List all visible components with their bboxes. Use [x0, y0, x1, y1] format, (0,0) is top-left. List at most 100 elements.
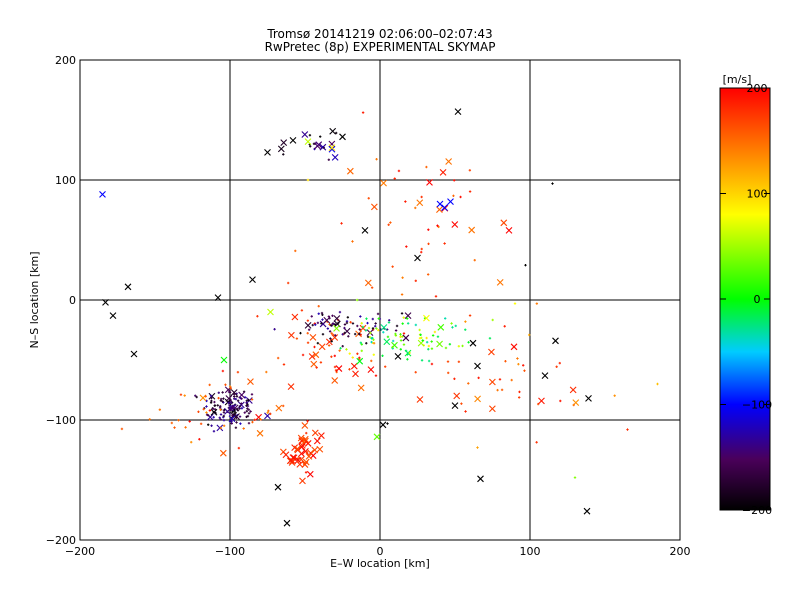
data-point: [230, 401, 233, 404]
x-tick-label: 100: [520, 545, 541, 558]
y-tick-label: 100: [55, 174, 76, 187]
data-point: [304, 321, 312, 329]
data-point: [256, 315, 259, 318]
data-point: [364, 329, 368, 332]
data-point: [389, 221, 392, 224]
data-point: [282, 451, 290, 459]
data-point: [205, 405, 208, 408]
data-point: [366, 321, 369, 325]
data-point: [231, 410, 234, 414]
data-point: [343, 326, 346, 330]
x-axis-label: E–W location [km]: [330, 557, 430, 570]
data-point: [436, 206, 443, 214]
data-point: [264, 149, 271, 156]
data-point: [541, 372, 549, 379]
colorbar-gradient: [719, 87, 771, 511]
data-point: [204, 395, 207, 398]
data-point: [387, 223, 390, 226]
data-point: [247, 398, 250, 402]
data-point: [236, 370, 240, 374]
data-point: [489, 378, 496, 386]
data-point: [332, 322, 335, 325]
data-point: [217, 391, 220, 394]
data-point: [500, 219, 508, 227]
data-point: [247, 378, 254, 386]
data-point: [235, 416, 238, 420]
data-point: [360, 349, 363, 353]
data-point: [247, 421, 251, 425]
data-point: [357, 384, 365, 392]
data-point: [399, 335, 402, 339]
x-axis-ticks: −200 −100 0 100 200: [65, 60, 691, 558]
data-point: [282, 404, 285, 408]
colorbar-tick-label: −100: [742, 399, 772, 412]
data-point: [383, 365, 387, 368]
data-point: [289, 137, 297, 144]
data-point: [310, 315, 313, 318]
data-point: [347, 335, 350, 338]
data-point: [211, 407, 215, 411]
data-point: [368, 335, 372, 339]
data-point: [235, 421, 238, 424]
data-point: [219, 397, 223, 401]
data-point: [229, 408, 233, 412]
data-point: [372, 338, 375, 341]
data-point: [535, 302, 539, 305]
data-point: [441, 204, 448, 211]
colorbar-tick-label: 200: [747, 82, 768, 95]
data-point: [208, 409, 212, 412]
data-point: [457, 360, 461, 363]
data-point: [352, 370, 359, 378]
grid-lines: [80, 60, 680, 540]
data-point: [231, 406, 234, 409]
data-point: [277, 145, 285, 153]
data-point: [328, 323, 331, 326]
data-point: [467, 341, 470, 344]
data-point: [315, 141, 323, 149]
data-point: [451, 326, 454, 329]
data-point: [219, 408, 222, 411]
data-point: [238, 407, 241, 410]
data-point: [308, 353, 316, 360]
data-point: [327, 158, 331, 161]
data-point: [239, 422, 242, 425]
data-points: [99, 108, 659, 527]
data-point: [236, 409, 240, 412]
chart-title: Tromsø 20141219 02:06:00–02:07:43: [266, 27, 492, 41]
data-point: [102, 299, 109, 306]
data-point: [371, 327, 375, 330]
data-point: [158, 408, 162, 411]
data-point: [467, 382, 470, 385]
data-point: [197, 410, 200, 413]
data-point: [356, 352, 359, 355]
data-point: [364, 279, 372, 287]
data-point: [333, 323, 337, 326]
data-point: [304, 471, 308, 474]
data-point: [585, 395, 592, 402]
data-point: [436, 224, 439, 227]
data-point: [426, 273, 430, 276]
data-point: [388, 319, 391, 322]
data-point: [331, 334, 339, 341]
data-point: [219, 418, 222, 421]
data-point: [247, 412, 251, 415]
data-point: [245, 397, 253, 404]
data-point: [259, 418, 262, 421]
data-point: [427, 344, 431, 348]
data-point: [414, 206, 417, 210]
data-point: [269, 412, 272, 416]
data-point: [294, 456, 302, 464]
data-point: [245, 399, 248, 402]
data-point: [437, 323, 445, 331]
data-point: [394, 329, 398, 332]
data-point: [315, 366, 318, 369]
data-point: [317, 304, 320, 308]
data-point: [209, 394, 213, 398]
data-point: [349, 321, 352, 324]
data-point: [323, 316, 331, 324]
data-point: [474, 362, 481, 370]
data-point: [420, 359, 424, 362]
data-point: [416, 396, 424, 403]
data-point: [380, 324, 388, 331]
